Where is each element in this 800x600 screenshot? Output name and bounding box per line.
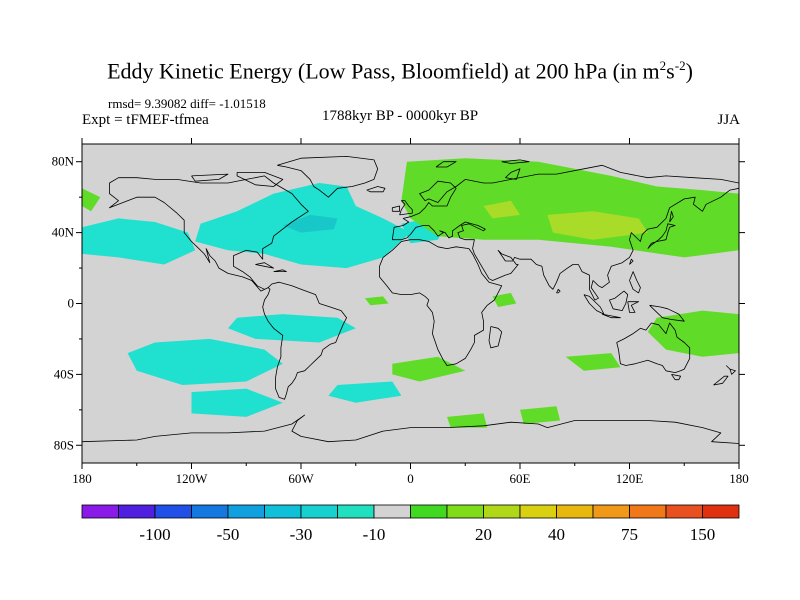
colorbar-swatch xyxy=(592,504,630,519)
coastline xyxy=(556,288,561,294)
coastline xyxy=(366,186,386,193)
colorbar: -100 -50 -30 -10 20 40 75 150 xyxy=(81,504,740,544)
coastline xyxy=(255,262,275,269)
coastline xyxy=(273,269,287,273)
colorbar-swatch xyxy=(300,504,338,519)
coastline xyxy=(391,205,401,212)
coastline xyxy=(725,365,736,375)
anomaly-region-green xyxy=(520,406,561,424)
coastline xyxy=(649,304,685,322)
coastline xyxy=(488,326,503,349)
coastlines xyxy=(82,155,739,444)
lon-tick-label: 180 xyxy=(729,471,749,486)
anomaly-region-green xyxy=(447,413,488,428)
coastline xyxy=(391,164,739,301)
colorbar-label: 75 xyxy=(621,525,638,544)
coastline xyxy=(669,210,674,223)
colorbar-swatch xyxy=(373,504,411,519)
colorbar-swatch xyxy=(702,504,740,519)
anomaly-region-green xyxy=(392,356,466,382)
coastline xyxy=(501,159,530,164)
lon-tick-label: 120W xyxy=(176,471,209,486)
anomaly-region-green xyxy=(82,188,101,212)
anomaly-region-yellowgreen xyxy=(547,211,648,240)
coastline xyxy=(629,271,641,294)
anomaly-region-green xyxy=(647,310,739,357)
colorbar-swatch xyxy=(483,504,521,519)
axis-ticks: 80N 40N 0 40S 80S 180 120W 60W 0 60E 120E 180 xyxy=(52,138,749,486)
season-label: JJA xyxy=(717,112,740,128)
coastline xyxy=(609,290,629,312)
experiment-label: Expt = tFMEF-tfmea xyxy=(82,112,209,128)
coastline xyxy=(399,200,413,216)
colorbar-swatch xyxy=(264,504,302,519)
lat-tick-label: 40N xyxy=(52,225,75,240)
colorbar-label: 20 xyxy=(475,525,492,544)
statistics-text: rmsd= 9.39082 diff= -1.01518 xyxy=(108,96,266,111)
colorbar-label: -10 xyxy=(363,525,386,544)
colorbar-label: -100 xyxy=(139,525,170,544)
colorbar-label: -30 xyxy=(290,525,313,544)
chart-title: Eddy Kinetic Energy (Low Pass, Bloomfiel… xyxy=(107,58,693,84)
coastline xyxy=(262,281,348,400)
lat-tick-label: 0 xyxy=(68,296,75,311)
lon-tick-label: 60W xyxy=(288,471,314,486)
anomaly-region-cyan xyxy=(127,338,283,385)
coastline xyxy=(379,239,503,366)
coastline xyxy=(647,223,676,249)
colorbar-swatch xyxy=(410,504,448,519)
anomaly-region-green xyxy=(492,292,517,307)
lat-tick-label: 40S xyxy=(54,366,74,381)
coastline xyxy=(671,374,681,381)
coastline xyxy=(629,258,634,265)
lat-tick-label: 80S xyxy=(54,437,74,452)
colorbar-swatch xyxy=(154,504,192,519)
lon-tick-label: 120E xyxy=(616,471,644,486)
colorbar-swatch xyxy=(519,504,557,519)
colorbar-swatch xyxy=(665,504,703,519)
coastline xyxy=(236,171,284,187)
coastline xyxy=(277,155,379,198)
coastline xyxy=(435,161,457,168)
colorbar-swatch xyxy=(227,504,265,519)
anomaly-region-cyan xyxy=(191,388,283,417)
lon-tick-label: 0 xyxy=(407,471,414,486)
colorbar-swatch xyxy=(629,504,667,519)
coastline xyxy=(627,301,639,313)
anomaly-region-cyan xyxy=(328,381,402,403)
coastline xyxy=(505,168,521,180)
colorbar-swatch xyxy=(191,504,229,519)
colorbar-swatch xyxy=(446,504,484,519)
anomaly-region-yellowgreen xyxy=(483,200,520,219)
anomaly-region-green xyxy=(565,353,621,371)
colorbar-swatch xyxy=(118,504,156,519)
lat-tick-label: 80N xyxy=(52,154,75,169)
coastline xyxy=(601,313,621,319)
coastline xyxy=(191,173,229,182)
colorbar-swatch xyxy=(556,504,594,519)
coastline xyxy=(713,375,729,386)
anomaly-region-teal xyxy=(282,214,338,233)
colorbar-label: 150 xyxy=(690,525,716,544)
lon-tick-label: 60E xyxy=(510,471,531,486)
colorbar-label: -50 xyxy=(217,525,240,544)
colorbar-swatch xyxy=(81,504,119,519)
anomaly-region-cyan xyxy=(82,227,155,251)
coastline xyxy=(82,414,739,444)
colorbar-label: 40 xyxy=(548,525,565,544)
anomaly-region-green xyxy=(364,296,389,306)
period-label: 1788kyr BP - 0000kyr BP xyxy=(322,108,479,124)
anomaly-region-cyan xyxy=(82,223,101,244)
anomaly-region-cyan xyxy=(228,314,356,343)
coastline xyxy=(109,175,309,292)
coastline xyxy=(616,322,691,374)
lon-tick-label: 180 xyxy=(72,471,92,486)
colorbar-swatch xyxy=(337,504,375,519)
